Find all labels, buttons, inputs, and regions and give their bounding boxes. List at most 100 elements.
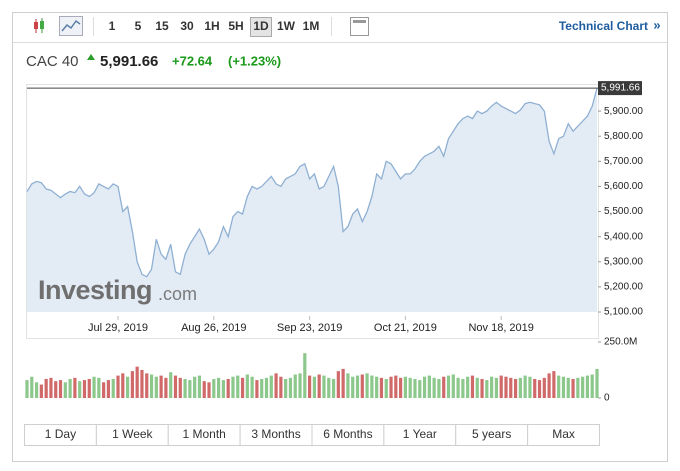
volume-bar: [54, 381, 58, 398]
volume-bar: [595, 368, 599, 398]
interval-button[interactable]: 1H: [204, 19, 219, 33]
y-tick-label: 5,400.00: [604, 231, 643, 242]
volume-bar: [422, 376, 427, 398]
volume-bar: [552, 371, 556, 398]
volume-bar: [518, 377, 522, 398]
volume-bar: [379, 377, 384, 398]
range-label[interactable]: 5 years: [472, 427, 511, 441]
volume-bar: [245, 374, 249, 398]
volume-bar: [25, 380, 29, 398]
interval-group: 1 5 15 30 1H 5H 1D 1W 1M: [109, 17, 320, 37]
range-label[interactable]: 3 Months: [251, 427, 300, 441]
volume-bar: [178, 377, 182, 398]
volume-bar: [284, 378, 288, 398]
volume-bar: [154, 376, 158, 398]
volume-bar: [365, 373, 369, 398]
volume-bar: [542, 377, 546, 398]
interval-button[interactable]: 15: [155, 19, 169, 33]
volume-bar: [322, 375, 326, 398]
layout-icon[interactable]: [350, 17, 369, 36]
volume-bar: [327, 377, 331, 398]
interval-button[interactable]: 5H: [228, 19, 243, 33]
volume-bar: [384, 378, 388, 398]
volume-bar: [446, 375, 451, 398]
range-label[interactable]: Max: [552, 427, 575, 441]
range-label[interactable]: 1 Day: [45, 427, 76, 441]
volume-bar: [509, 377, 513, 398]
volume-bar: [49, 377, 53, 398]
volume-bar: [250, 376, 254, 398]
volume-bar: [413, 378, 417, 398]
y-tick-label: 5,300.00: [604, 256, 643, 267]
volume-bar: [87, 378, 91, 398]
interval-button[interactable]: 5: [135, 19, 142, 33]
volume-bar: [169, 372, 173, 398]
volume-bar: [68, 378, 72, 398]
volume-bar: [279, 376, 283, 398]
instrument-name: CAC 40: [26, 53, 79, 70]
volume-bar: [173, 375, 178, 398]
volume-bar: [475, 377, 479, 398]
volume-bar: [571, 378, 575, 398]
x-tick-label: Oct 21, 2019: [374, 322, 437, 334]
volume-bar: [346, 373, 350, 398]
range-label[interactable]: 1 Month: [183, 427, 226, 441]
range-label[interactable]: 6 Months: [323, 427, 372, 441]
volume-bar: [197, 375, 202, 398]
volume-bar: [394, 375, 398, 398]
range-button[interactable]: [527, 424, 600, 446]
last-price-flag-label: 5,991.66: [601, 83, 640, 94]
interval-button[interactable]: 1W: [277, 19, 296, 33]
volume-bar: [226, 378, 230, 398]
volume-bar: [293, 374, 297, 398]
line-icon[interactable]: [59, 16, 83, 36]
volume-bar: [183, 378, 187, 398]
link-arrow[interactable]: »: [653, 17, 660, 32]
volume-bar: [490, 376, 494, 398]
x-tick-label: Sep 23, 2019: [277, 322, 342, 334]
interval-button[interactable]: 1D: [253, 19, 269, 33]
price-change: +72.64: [172, 53, 213, 68]
interval-button[interactable]: 1: [109, 19, 116, 33]
volume-bar: [427, 375, 431, 398]
range-label[interactable]: 1 Year: [403, 427, 437, 441]
volume-bar: [212, 378, 216, 398]
volume-bar: [403, 376, 408, 398]
volume-bar: [34, 382, 39, 398]
volume-bar: [298, 373, 302, 398]
watermark-brand: Investing: [38, 275, 152, 305]
volume-bar: [73, 377, 77, 398]
technical-chart-link[interactable]: Technical Chart: [559, 19, 648, 33]
volume-bar: [485, 380, 489, 398]
volume-bar: [480, 378, 484, 398]
volume-bar: [255, 380, 259, 398]
volume-bar: [351, 376, 355, 398]
volume-bar: [590, 374, 594, 398]
volume-bar: [264, 377, 269, 398]
y2-tick-label: 0: [604, 393, 610, 404]
volume-bar: [97, 377, 101, 398]
y-tick-label: 5,800.00: [604, 131, 643, 142]
interval-button[interactable]: 1M: [303, 19, 320, 33]
volume-bar: [121, 373, 125, 398]
volume-bar: [308, 375, 312, 398]
candle-icon[interactable]: [34, 18, 44, 33]
volume-bar: [470, 375, 475, 398]
volume-bar: [499, 375, 503, 398]
volume-bar: [355, 375, 360, 398]
icon-part: [353, 20, 366, 23]
interval-button[interactable]: 30: [180, 19, 194, 33]
volume-bar: [461, 378, 465, 398]
volume-bar: [216, 377, 221, 398]
range-label[interactable]: 1 Week: [112, 427, 153, 441]
volume-bar: [442, 376, 446, 398]
volume-bar: [207, 382, 211, 398]
last-price: 5,991.66: [100, 53, 158, 70]
volume-bar: [547, 373, 551, 398]
volume-bar: [523, 375, 527, 398]
volume-bar: [63, 382, 67, 398]
volume-bar: [561, 376, 566, 398]
volume-bar: [437, 378, 441, 398]
volume-bar: [188, 380, 192, 398]
